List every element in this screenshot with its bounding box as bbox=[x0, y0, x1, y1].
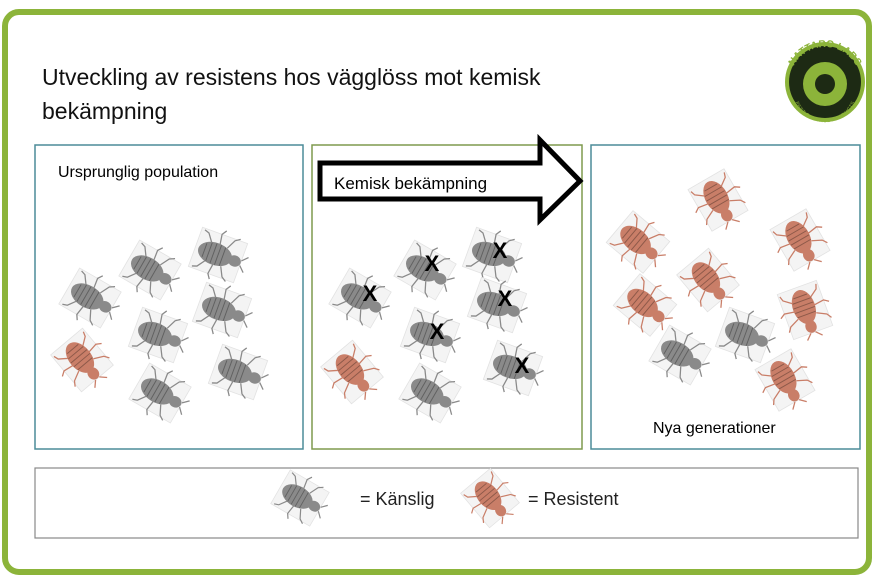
panel-label: Nya generationer bbox=[653, 420, 776, 437]
kill-mark: X bbox=[493, 238, 508, 263]
title: Utveckling av resistens hos vägglöss mot… bbox=[42, 64, 541, 124]
arrow bbox=[317, 133, 584, 226]
legend-label: = Resistent bbox=[528, 489, 619, 509]
kill-mark: X bbox=[515, 353, 530, 378]
kill-mark: X bbox=[363, 281, 378, 306]
kill-mark: X bbox=[498, 286, 513, 311]
kill-mark: X bbox=[430, 319, 445, 344]
kill-mark: X bbox=[425, 251, 440, 276]
legend-box bbox=[34, 467, 859, 539]
panel-label: Ursprunglig population bbox=[58, 164, 218, 181]
panel-label: Kemisk bekämpning bbox=[334, 174, 487, 193]
legend-label: = Känslig bbox=[360, 489, 435, 509]
